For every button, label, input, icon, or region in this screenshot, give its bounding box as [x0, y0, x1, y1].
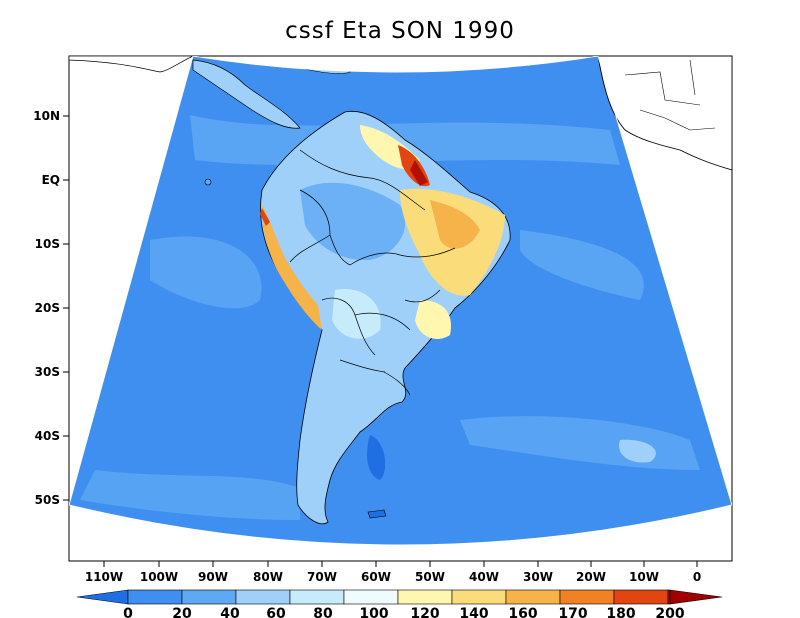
colorbar-label: 200 [655, 606, 684, 618]
colorbar-label: 80 [313, 606, 333, 618]
colorbar-label: 160 [508, 606, 537, 618]
colorbar: 0 20 40 60 80 100 120 140 160 170 180 20… [76, 589, 723, 618]
ocean-band-southwest [80, 470, 300, 520]
ocean-patch-light [619, 439, 656, 463]
colorbar-over-arrow [669, 589, 723, 605]
lon-label: 20W [576, 570, 606, 584]
lon-label: 10W [629, 570, 659, 584]
colorbar-box [559, 589, 615, 605]
ecuador-coast-hot [260, 208, 270, 226]
latitude-axis: 10N EQ 10S 20S 30S 40S 50S [33, 109, 69, 507]
colorbar-box [127, 589, 183, 605]
colorbar-label: 60 [266, 606, 286, 618]
lat-label: 30S [35, 365, 60, 379]
se-brazil-warm [415, 300, 451, 340]
colorbar-box [235, 589, 291, 605]
colorbar-label: 120 [410, 606, 439, 618]
lon-label: 110W [85, 570, 123, 584]
lon-label: 50W [415, 570, 445, 584]
colorbar-label: 140 [459, 606, 488, 618]
colorbar-label: 100 [359, 606, 388, 618]
falkland-islands [367, 509, 387, 519]
africa-outline [597, 56, 732, 171]
lat-label: EQ [42, 173, 60, 187]
colorbar-box [397, 589, 453, 605]
colorbar-box [289, 589, 345, 605]
lat-label: 50S [35, 493, 60, 507]
andes-coast-warm [262, 205, 322, 330]
model-domain [69, 56, 732, 546]
ne-brazil-hot [430, 200, 480, 249]
lat-label: 20S [35, 301, 60, 315]
north-america-outline [69, 56, 194, 73]
central-america [192, 59, 301, 129]
lon-label: 30W [523, 570, 553, 584]
ocean-patch-dark [367, 435, 386, 480]
colorbar-under-arrow [76, 589, 129, 605]
colorbar-box [505, 589, 561, 605]
lon-label: 0 [693, 570, 701, 584]
country-borders [289, 149, 456, 396]
colorbar-label: 170 [558, 606, 587, 618]
galapagos-islands [204, 178, 212, 186]
ocean-band-atlantic [520, 230, 644, 300]
africa-borders [624, 59, 716, 131]
lon-label: 60W [361, 570, 391, 584]
colorbar-label: 20 [172, 606, 192, 618]
lon-label: 40W [469, 570, 499, 584]
ocean-band-pacific [150, 236, 262, 309]
colorbar-box [613, 589, 669, 605]
lat-label: 10N [33, 109, 60, 123]
lon-label: 80W [253, 570, 283, 584]
lat-label: 10S [35, 237, 60, 251]
longitude-axis: 110W 100W 90W 80W 70W 60W 50W 40W 30W 20… [85, 561, 701, 584]
lon-label: 100W [140, 570, 178, 584]
colorbar-label: 40 [220, 606, 240, 618]
colorbar-label: 180 [606, 606, 635, 618]
colorbar-box [343, 589, 399, 605]
colorbar-box [451, 589, 507, 605]
lat-label: 40S [35, 429, 60, 443]
amazon-basin [300, 182, 406, 261]
lon-label: 90W [198, 570, 228, 584]
colorbar-label: 0 [123, 606, 133, 618]
domain-outline [69, 56, 732, 546]
guiana-peak [410, 160, 428, 186]
map-title: cssf Eta SON 1990 [285, 18, 515, 44]
colorbar-box [181, 589, 237, 605]
lon-label: 70W [307, 570, 337, 584]
